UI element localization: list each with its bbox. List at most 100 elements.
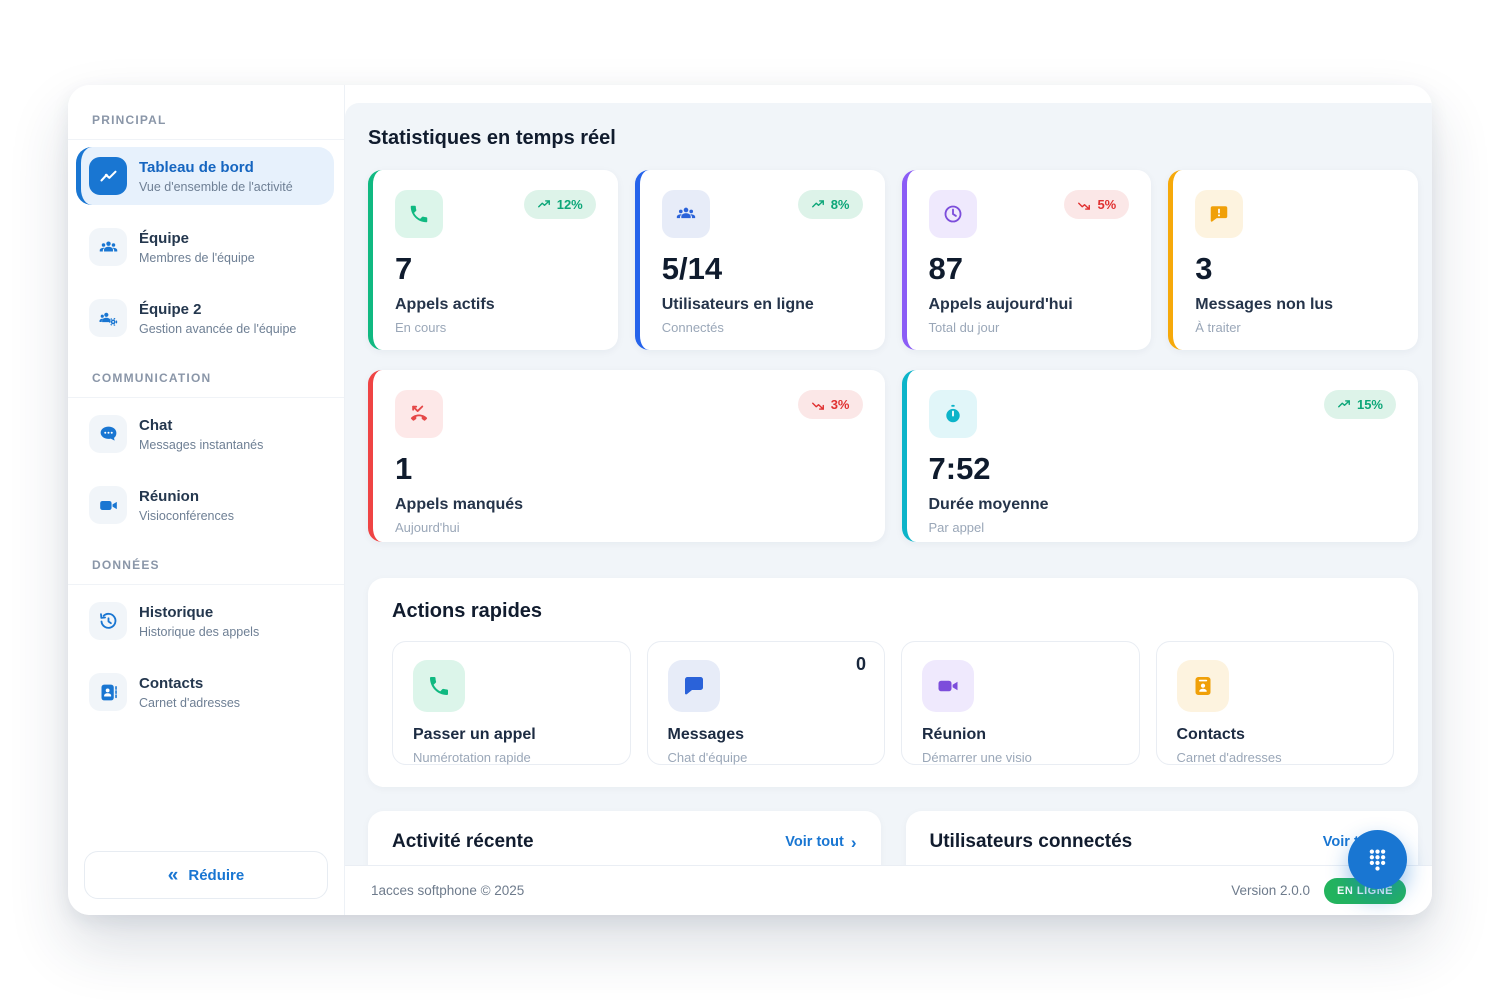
sidebar-item-subtitle: Historique des appels (139, 624, 260, 639)
sidebar-item-team[interactable]: Équipe Membres de l'équipe (76, 218, 334, 276)
team-icon (89, 228, 127, 266)
sidebar-item-title: Équipe (139, 229, 190, 247)
sidebar-item-dashboard[interactable]: Tableau de bord Vue d'ensemble de l'acti… (76, 147, 334, 205)
stat-sublabel: À traiter (1195, 320, 1241, 335)
stat-sublabel: Aujourd'hui (395, 520, 460, 535)
sidebar-item-subtitle: Messages instantanés (139, 437, 264, 452)
stats-row-2: 3% 1 Appels manqués Aujourd'hui 1 (368, 370, 1418, 542)
action-title: Messages (667, 726, 745, 743)
stat-card-unread-messages: 3 Messages non lus À traiter (1168, 170, 1418, 350)
trend-badge: 3% (797, 390, 863, 419)
stat-sublabel: Par appel (928, 520, 985, 535)
quick-actions-panel: Actions rapides Passer un appel Numérota… (368, 578, 1418, 787)
recent-activity-see-all-link[interactable]: Voir tout › (785, 832, 857, 852)
action-subtitle: Carnet d'adresses (1176, 750, 1282, 765)
version-text: Version 2.0.0 (1231, 883, 1311, 898)
main-area: Statistiques en temps réel 12% 7 Appels … (345, 85, 1432, 915)
sidebar-item-subtitle: Visioconférences (139, 508, 234, 523)
dashboard-content: Statistiques en temps réel 12% 7 Appels … (345, 103, 1432, 865)
stat-card-active-calls: 12% 7 Appels actifs En cours (368, 170, 618, 350)
trend-badge: 15% (1323, 390, 1396, 419)
trend-badge: 5% (1064, 190, 1130, 219)
sidebar-item-meeting[interactable]: Réunion Visioconférences (76, 476, 334, 534)
stat-label: Utilisateurs en ligne (661, 296, 814, 313)
stat-value: 1 (395, 451, 413, 486)
dialpad-icon (1369, 849, 1386, 871)
sidebar-section-donnees: DONNÉES (68, 540, 344, 585)
messages-count: 0 (855, 654, 866, 674)
stats-row-1: 12% 7 Appels actifs En cours 8% (368, 170, 1418, 350)
action-title: Réunion (922, 726, 986, 743)
chat-icon (89, 415, 127, 453)
trend-badge: 8% (797, 190, 863, 219)
sidebar-section-communication: COMMUNICATION (68, 353, 344, 398)
message-alert-icon (1195, 190, 1244, 238)
sidebar-item-chat[interactable]: Chat Messages instantanés (76, 405, 334, 463)
collapse-icon: « (167, 864, 179, 886)
recent-activity-title: Activité récente (392, 831, 534, 852)
phone-missed-icon (395, 390, 443, 438)
footer: 1acces softphone © 2025 Version 2.0.0 EN… (345, 865, 1432, 915)
stat-label: Messages non lus (1195, 296, 1334, 313)
trend-up-icon (537, 199, 550, 207)
message-icon (667, 660, 720, 712)
sidebar: PRINCIPAL Tableau de bord Vue d'ensemble… (68, 85, 345, 915)
action-meeting[interactable]: Réunion Démarrer une visio (901, 641, 1140, 765)
sidebar-item-title: Équipe 2 (139, 300, 202, 318)
stat-sublabel: En cours (395, 320, 447, 335)
sidebar-item-contacts[interactable]: Contacts Carnet d'adresses (76, 663, 334, 721)
collapse-sidebar-button[interactable]: « Réduire (84, 851, 328, 899)
action-title: Contacts (1176, 726, 1245, 743)
app-window: PRINCIPAL Tableau de bord Vue d'ensemble… (68, 85, 1432, 915)
sidebar-item-title: Chat (139, 416, 173, 434)
stat-card-online-users: 8% 5/14 Utilisateurs en ligne Connectés (634, 170, 885, 350)
action-subtitle: Chat d'équipe (667, 750, 748, 765)
users-icon (661, 190, 710, 238)
stat-value: 7:52 (928, 451, 991, 486)
dialpad-fab-button[interactable] (1348, 830, 1407, 889)
action-messages[interactable]: 0 Messages Chat d'équipe (646, 641, 885, 765)
trend-down-icon (811, 402, 824, 410)
stat-label: Appels actifs (395, 296, 495, 313)
action-subtitle: Numérotation rapide (413, 750, 531, 765)
quick-actions-title: Actions rapides (392, 600, 543, 622)
stat-value: 7 (395, 251, 413, 286)
history-icon (89, 602, 127, 640)
team-settings-icon (89, 299, 127, 337)
sidebar-item-title: Réunion (139, 487, 199, 505)
sidebar-item-team2[interactable]: Équipe 2 Gestion avancée de l'équipe (76, 289, 334, 347)
stats-section-title: Statistiques en temps réel (368, 127, 616, 149)
stat-value: 87 (928, 251, 963, 286)
stat-card-calls-today: 5% 87 Appels aujourd'hui Total du jour (901, 170, 1152, 350)
stat-value: 5/14 (661, 251, 723, 286)
video-camera-icon (89, 486, 127, 524)
connected-users-panel: Utilisateurs connectés Voir tout › (905, 811, 1418, 865)
dashboard-chart-icon (89, 157, 127, 195)
sidebar-section-principal: PRINCIPAL (68, 95, 344, 140)
phone-icon (413, 660, 465, 712)
trend-badge: 12% (523, 190, 596, 219)
stat-label: Appels manqués (395, 496, 524, 513)
trend-up-icon (811, 199, 824, 207)
contact-card-icon (1176, 660, 1229, 712)
stat-label: Durée moyenne (928, 496, 1049, 513)
sidebar-item-subtitle: Membres de l'équipe (139, 250, 255, 265)
trend-up-icon (1338, 399, 1350, 407)
stat-value: 3 (1195, 251, 1213, 286)
stopwatch-icon (928, 390, 977, 438)
sidebar-item-subtitle: Vue d'ensemble de l'activité (139, 179, 293, 194)
action-make-call[interactable]: Passer un appel Numérotation rapide (392, 641, 631, 765)
recent-activity-panel: Activité récente Voir tout › (368, 811, 881, 865)
chevron-right-icon: › (850, 832, 857, 852)
action-contacts[interactable]: Contacts Carnet d'adresses (1155, 641, 1394, 765)
clock-icon (928, 190, 977, 238)
bottom-panels: Activité récente Voir tout › Utilisateur… (368, 811, 1418, 865)
stat-label: Appels aujourd'hui (928, 296, 1073, 313)
action-title: Passer un appel (413, 726, 536, 743)
video-camera-icon (922, 660, 974, 712)
sidebar-item-title: Historique (139, 603, 214, 621)
trend-down-icon (1078, 202, 1091, 210)
stat-card-average-duration: 15% 7:52 Durée moyenne Par appel (901, 370, 1418, 542)
sidebar-item-history[interactable]: Historique Historique des appels (76, 592, 334, 650)
phone-icon (395, 190, 443, 238)
